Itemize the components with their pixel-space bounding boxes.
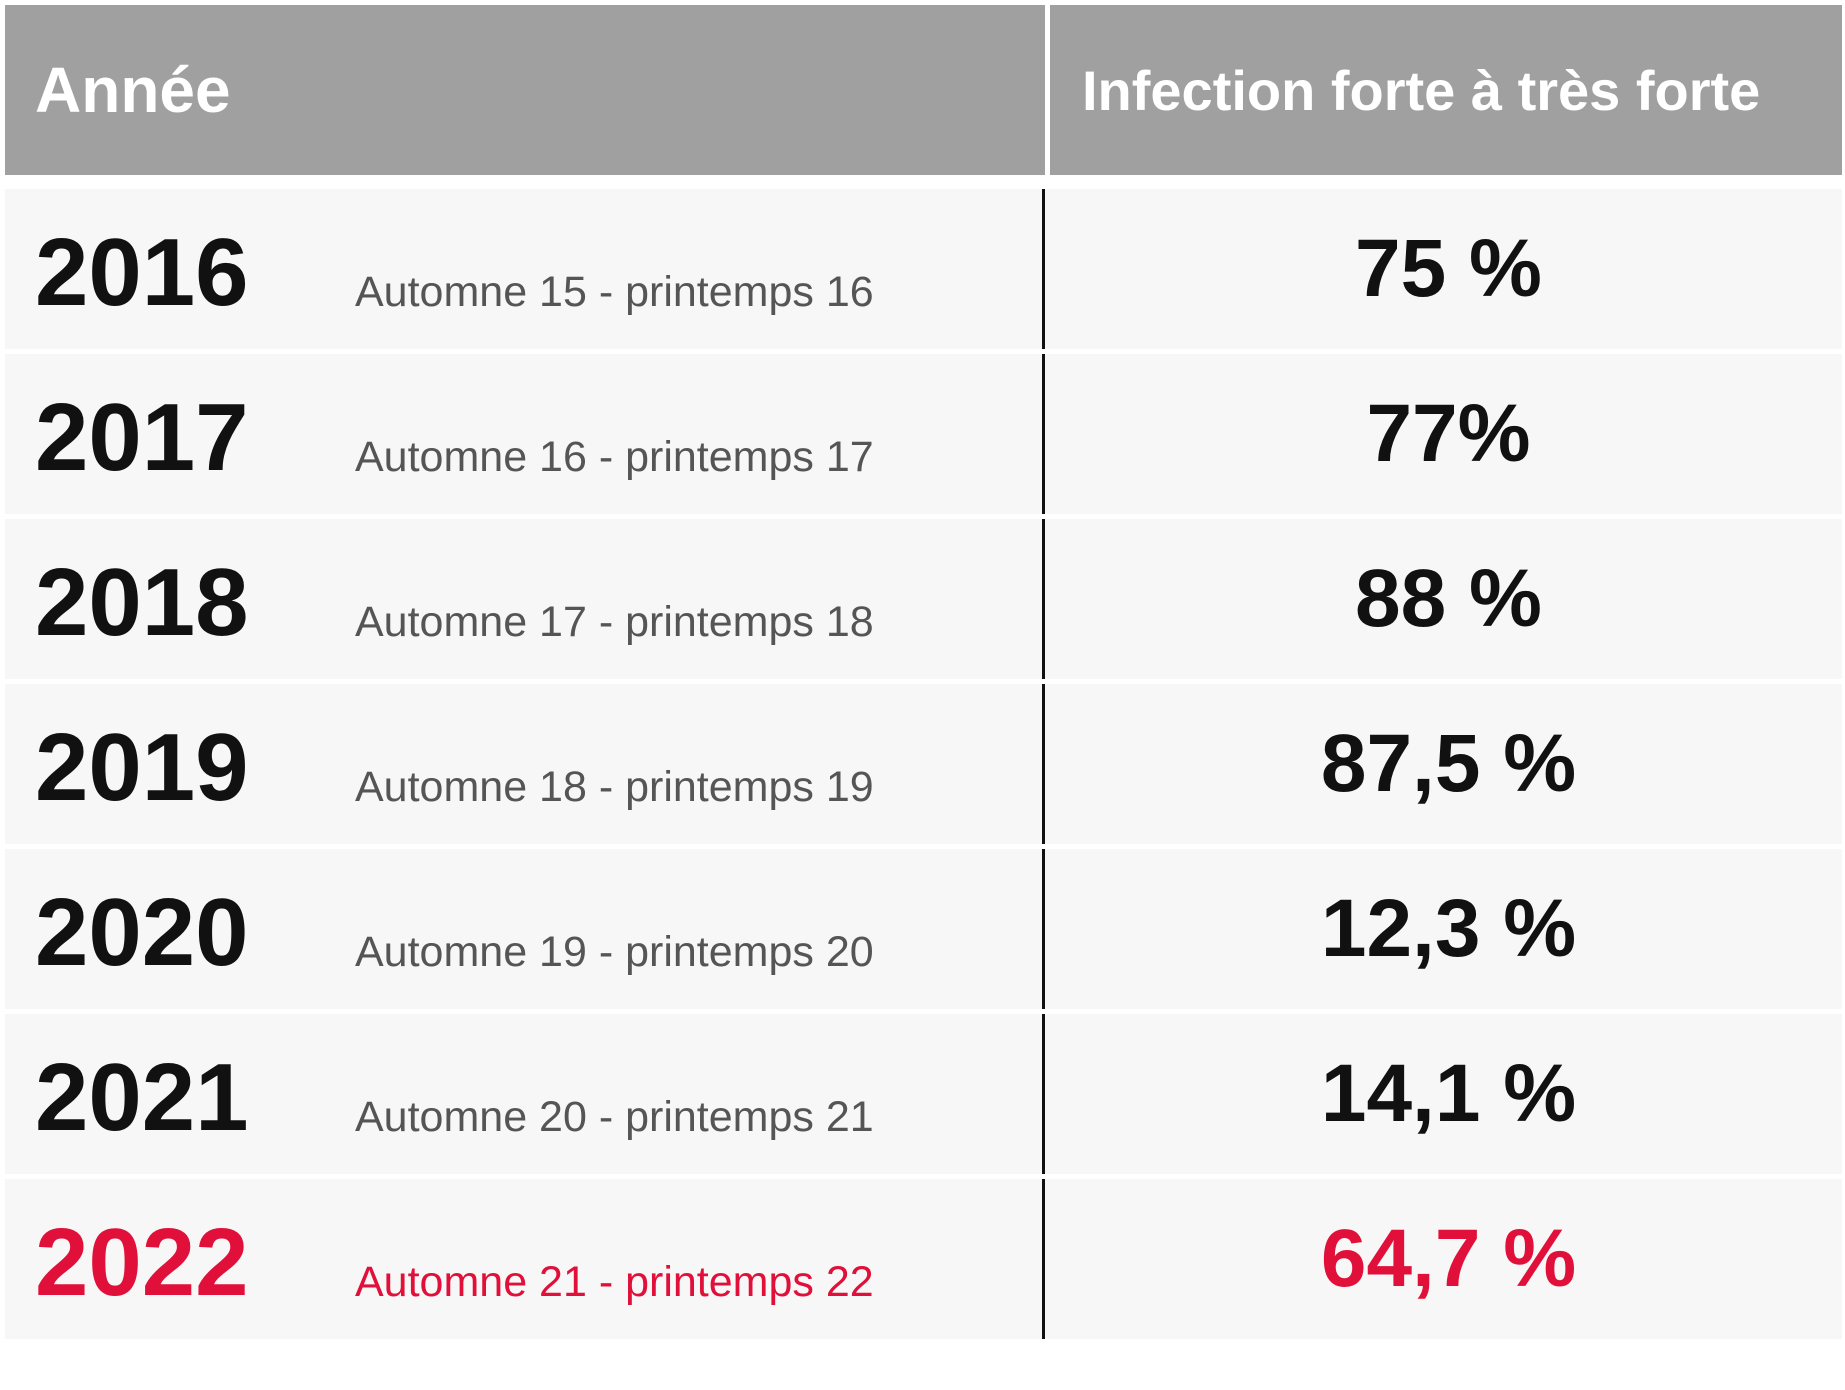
year-number: 2016 [35,219,249,326]
infection-value: 64,7 % [1320,1213,1577,1304]
year-cell: 2020 Automne 19 - printemps 20 [5,849,1045,1009]
year-cell: 2021 Automne 20 - printemps 21 [5,1014,1045,1174]
year-cell: 2018 Automne 17 - printemps 18 [5,519,1045,679]
infection-value: 12,3 % [1320,883,1577,974]
year-number: 2022 [35,1209,249,1316]
infection-value: 77% [1366,388,1531,479]
period-label: Automne 17 - printemps 18 [355,598,874,646]
period-label: Automne 19 - printemps 20 [355,928,874,976]
infection-cell: 88 % [1045,519,1842,679]
infection-cell: 12,3 % [1045,849,1842,1009]
header-year: Année [5,5,1045,175]
table-row-2022-highlighted: 2022 Automne 21 - printemps 22 64,7 % [5,1179,1842,1339]
period-label: Automne 15 - printemps 16 [355,268,874,316]
infection-cell: 64,7 % [1045,1179,1842,1339]
year-cell: 2019 Automne 18 - printemps 19 [5,684,1045,844]
table-row-2016: 2016 Automne 15 - printemps 16 75 % [5,189,1842,349]
table-header: Année Infection forte à très forte [5,5,1842,175]
period-label: Automne 16 - printemps 17 [355,433,874,481]
infection-cell: 14,1 % [1045,1014,1842,1174]
table-row-2020: 2020 Automne 19 - printemps 20 12,3 % [5,849,1842,1009]
year-number: 2019 [35,714,249,821]
year-number: 2021 [35,1044,249,1151]
year-number: 2020 [35,879,249,986]
period-label: Automne 20 - printemps 21 [355,1093,874,1141]
infection-value: 14,1 % [1320,1048,1577,1139]
year-number: 2017 [35,384,249,491]
period-label: Automne 21 - printemps 22 [355,1258,874,1306]
infection-cell: 77% [1045,354,1842,514]
infection-cell: 87,5 % [1045,684,1842,844]
table-row-2018: 2018 Automne 17 - printemps 18 88 % [5,519,1842,679]
year-cell: 2022 Automne 21 - printemps 22 [5,1179,1045,1339]
infection-value: 87,5 % [1320,718,1577,809]
year-number: 2018 [35,549,249,656]
infection-value: 88 % [1355,553,1542,644]
year-cell: 2017 Automne 16 - printemps 17 [5,354,1045,514]
period-label: Automne 18 - printemps 19 [355,763,874,811]
table-row-2017: 2017 Automne 16 - printemps 17 77% [5,354,1842,514]
table-row-2019: 2019 Automne 18 - printemps 19 87,5 % [5,684,1842,844]
infection-cell: 75 % [1045,189,1842,349]
infection-value: 75 % [1355,223,1542,314]
infection-table: Année Infection forte à très forte 2016 … [5,5,1842,1344]
table-row-2021: 2021 Automne 20 - printemps 21 14,1 % [5,1014,1842,1174]
year-cell: 2016 Automne 15 - printemps 16 [5,189,1045,349]
header-infection: Infection forte à très forte [1050,5,1842,175]
